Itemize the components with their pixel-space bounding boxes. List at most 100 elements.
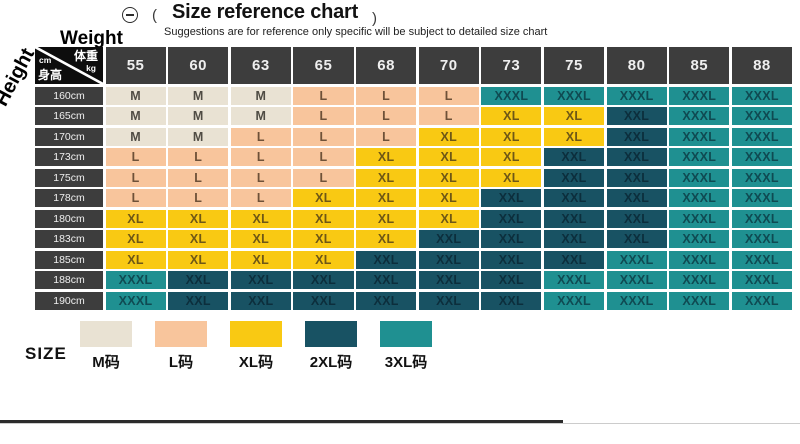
- legend-swatch-xl: [230, 321, 282, 347]
- minus-bar: [126, 14, 134, 16]
- weight-header-70: 70: [418, 47, 479, 84]
- size-cell-xxl: XXL: [230, 291, 291, 310]
- size-cell-xxxl: XXXL: [731, 148, 792, 166]
- legend-item-m: M码: [80, 321, 132, 372]
- size-cell-xxxl: XXXL: [543, 271, 605, 289]
- size-cell-xl: XL: [356, 230, 417, 248]
- legend-label-xl: XL码: [238, 354, 274, 371]
- legend-label-xxl: 2XL码: [309, 354, 353, 371]
- size-cell-xxl: XXL: [293, 291, 354, 310]
- size-cell-xxxl: XXXL: [669, 291, 730, 310]
- height-row-label-180cm: 180cm: [35, 209, 103, 228]
- page-title: Size reference chart: [172, 1, 359, 23]
- size-cell-xxl: XXL: [168, 291, 229, 310]
- weight-header-73: 73: [481, 47, 542, 84]
- size-cell-l: L: [293, 86, 354, 105]
- size-cell-xxxl: XXXL: [731, 209, 792, 228]
- size-cell-xl: XL: [230, 209, 291, 228]
- size-cell-l: L: [293, 107, 354, 125]
- size-cell-xxxl: XXXL: [731, 230, 792, 248]
- size-cell-xl: XL: [356, 209, 417, 228]
- legend-item-xxl: 2XL码: [305, 321, 357, 372]
- size-cell-xxl: XXL: [481, 271, 542, 289]
- size-cell-xxxl: XXXL: [731, 86, 792, 105]
- height-row-label-160cm: 160cm: [35, 86, 103, 105]
- title-close-paren: ): [372, 10, 377, 27]
- size-cell-xxxl: XXXL: [731, 189, 792, 207]
- size-cell-xxxl: XXXL: [543, 86, 605, 105]
- legend-swatch-m: [80, 321, 132, 347]
- height-axis-label: Height: [0, 44, 39, 110]
- weight-header-85: 85: [669, 47, 730, 84]
- legend-items: M码 L码 XL码 2XL码 3XL码: [80, 321, 432, 372]
- size-cell-xl: XL: [418, 189, 479, 207]
- diagonal-divider: [35, 47, 103, 84]
- size-cell-xl: XL: [105, 250, 166, 269]
- legend-swatch-xxl: [305, 321, 357, 347]
- legend-swatch-xxxl: [380, 321, 432, 347]
- size-cell-xxl: XXL: [606, 107, 667, 125]
- weight-header-80: 80: [606, 47, 667, 84]
- corner-height-cn: 身高: [38, 68, 63, 82]
- size-cell-xl: XL: [418, 148, 479, 166]
- height-row-label-170cm: 170cm: [35, 127, 103, 146]
- size-cell-xxl: XXL: [168, 271, 229, 289]
- weight-axis-label: Weight: [60, 28, 123, 49]
- size-cell-xl: XL: [230, 250, 291, 269]
- height-row-label-185cm: 185cm: [35, 250, 103, 269]
- size-cell-xl: XL: [293, 209, 354, 228]
- size-cell-m: M: [105, 107, 166, 125]
- size-cell-l: L: [356, 127, 417, 146]
- legend-item-l: L码: [155, 321, 207, 372]
- weight-header-63: 63: [230, 47, 291, 84]
- size-cell-xxl: XXL: [606, 127, 667, 146]
- size-cell-l: L: [293, 127, 354, 146]
- size-cell-xxxl: XXXL: [731, 107, 792, 125]
- minus-circle-icon[interactable]: [122, 7, 138, 23]
- corner-weight-cn: 体重: [73, 49, 98, 63]
- height-row-label-173cm: 173cm: [35, 148, 103, 166]
- size-cell-xxl: XXL: [606, 230, 667, 248]
- size-cell-xxl: XXL: [543, 209, 605, 228]
- weight-header-88: 88: [731, 47, 792, 84]
- bottom-rule-light: [0, 423, 800, 424]
- size-cell-xl: XL: [481, 107, 542, 125]
- size-cell-l: L: [230, 148, 291, 166]
- size-cell-m: M: [105, 86, 166, 105]
- weight-header-55: 55: [105, 47, 166, 84]
- size-cell-xxxl: XXXL: [606, 271, 667, 289]
- size-cell-xxxl: XXXL: [669, 271, 730, 289]
- size-cell-xxl: XXL: [418, 291, 479, 310]
- weight-header-65: 65: [293, 47, 354, 84]
- size-cell-xl: XL: [543, 127, 605, 146]
- size-cell-xxl: XXL: [481, 250, 542, 269]
- size-cell-xxxl: XXXL: [669, 168, 730, 187]
- weight-header-60: 60: [168, 47, 229, 84]
- size-cell-xxl: XXL: [606, 168, 667, 187]
- size-cell-l: L: [230, 168, 291, 187]
- corner-cell: 体重 kg cm 身高: [35, 47, 103, 84]
- size-cell-xxxl: XXXL: [731, 168, 792, 187]
- size-cell-m: M: [168, 127, 229, 146]
- size-cell-xl: XL: [105, 209, 166, 228]
- size-cell-xl: XL: [105, 230, 166, 248]
- size-cell-xxl: XXL: [543, 250, 605, 269]
- size-cell-xl: XL: [481, 168, 542, 187]
- size-cell-xxl: XXL: [418, 250, 479, 269]
- legend-label-m: M码: [92, 354, 120, 371]
- size-cell-xl: XL: [356, 168, 417, 187]
- size-cell-xxl: XXL: [543, 230, 605, 248]
- size-cell-l: L: [230, 189, 291, 207]
- size-cell-l: L: [105, 189, 166, 207]
- size-cell-l: L: [356, 107, 417, 125]
- legend-label-xxxl: 3XL码: [384, 354, 428, 371]
- size-cell-xl: XL: [293, 250, 354, 269]
- size-cell-xxxl: XXXL: [669, 86, 730, 105]
- legend-label-l: L码: [168, 354, 194, 371]
- size-cell-xl: XL: [356, 148, 417, 166]
- size-cell-xxl: XXL: [356, 291, 417, 310]
- height-row-label-188cm: 188cm: [35, 271, 103, 289]
- size-cell-l: L: [293, 168, 354, 187]
- height-row-label-190cm: 190cm: [35, 291, 103, 310]
